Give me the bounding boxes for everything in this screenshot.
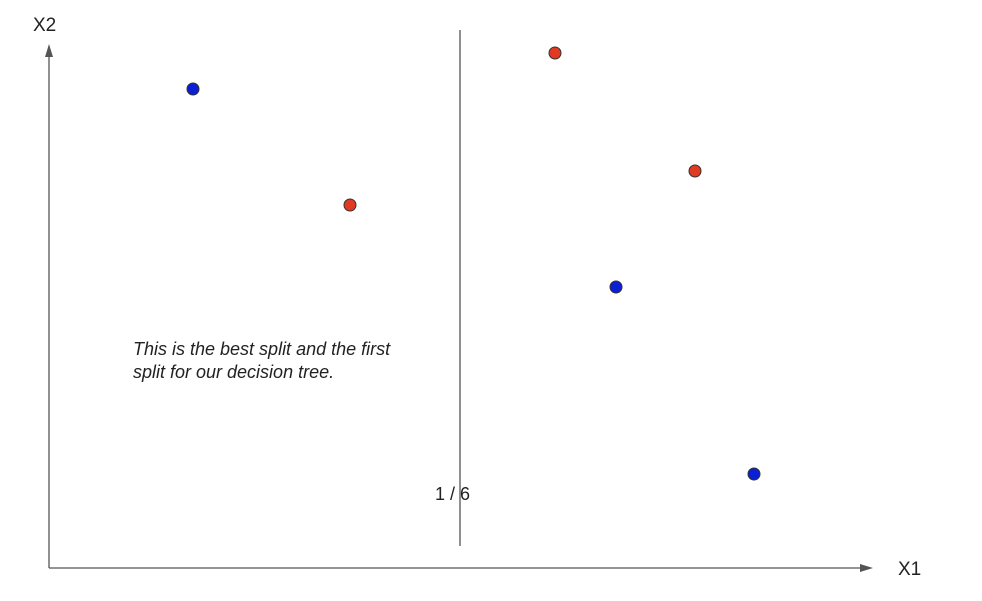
y-axis-label: X2 <box>33 15 57 36</box>
split-fraction-label: 1 / 6 <box>435 484 471 504</box>
data-point-blue <box>747 467 761 481</box>
data-points <box>186 46 761 481</box>
annotation-text: This is the best split and the first spl… <box>133 339 391 382</box>
data-point-blue <box>186 82 200 96</box>
x-axis-arrowhead <box>860 564 873 572</box>
x-axis-label: X1 <box>898 559 922 580</box>
data-point-red <box>548 46 562 60</box>
data-point-red <box>609 280 623 294</box>
data-point-blue <box>343 198 357 212</box>
data-point-red <box>688 164 702 178</box>
y-axis-arrowhead <box>45 44 53 57</box>
